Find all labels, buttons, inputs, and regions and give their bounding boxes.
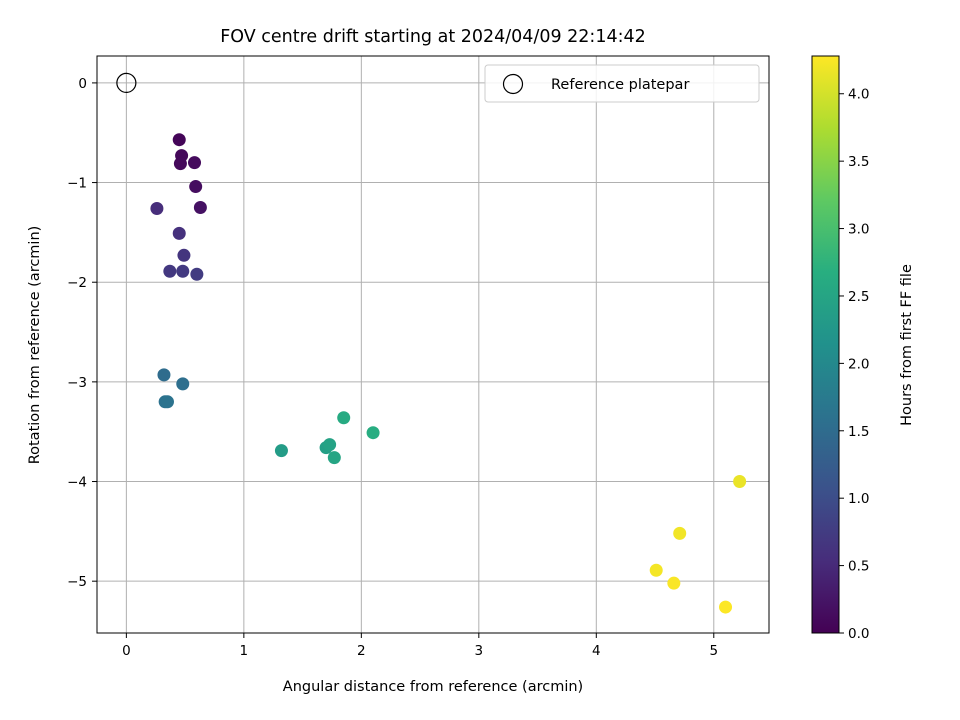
data-point [366, 426, 380, 440]
colorbar-ticks: 0.0 0.5 1.0 1.5 2.0 2.5 3.0 3.5 4.0 [839, 87, 869, 642]
colorbar [811, 55, 840, 634]
colorbar-tick-label: 2.0 [848, 356, 869, 372]
data-point [188, 156, 202, 170]
data-point [176, 377, 190, 391]
data-point [160, 395, 174, 409]
y-tick-label: −1 [67, 176, 87, 192]
y-tick-label: 0 [78, 76, 87, 92]
legend-box [484, 64, 760, 103]
x-tick-label: 1 [240, 643, 249, 659]
data-point [163, 264, 177, 278]
y-tick-label: −3 [67, 375, 87, 391]
reference-marker [116, 72, 137, 94]
data-point [172, 226, 186, 240]
colorbar-label: Hours from first FF file [899, 264, 915, 426]
data-point [172, 133, 186, 147]
legend-label: Reference platepar [551, 77, 689, 93]
y-axis-ticks: 0 −1 −2 −3 −4 −5 [67, 76, 97, 590]
data-point [157, 368, 171, 382]
y-tick-label: −4 [67, 475, 87, 491]
colorbar-tick-label: 4.0 [848, 87, 869, 103]
plot-frame [96, 55, 770, 634]
grid-lines [97, 56, 769, 633]
x-axis-label: Angular distance from reference (arcmin) [283, 679, 583, 695]
data-point [323, 438, 337, 452]
colorbar-tick-label: 1.0 [848, 491, 869, 507]
legend: Reference platepar [484, 64, 760, 103]
data-point [673, 526, 687, 540]
data-point [150, 201, 164, 215]
data-point [173, 157, 187, 171]
colorbar-tick-label: 0.0 [848, 626, 869, 642]
legend-marker-icon [502, 73, 524, 95]
data-point [193, 200, 207, 214]
x-tick-label: 5 [709, 643, 718, 659]
data-points [150, 133, 747, 614]
colorbar-tick-label: 3.5 [848, 154, 869, 170]
data-point [667, 576, 681, 590]
data-point [719, 600, 733, 614]
data-point [649, 563, 663, 577]
data-point [274, 444, 288, 458]
data-point [189, 180, 203, 194]
data-point [337, 411, 351, 425]
reference-point-marker [116, 72, 137, 94]
data-point [176, 264, 190, 278]
x-axis-ticks: 0 1 2 3 4 5 [122, 633, 718, 659]
y-tick-label: −5 [67, 574, 87, 590]
data-point [733, 475, 747, 489]
x-tick-label: 2 [357, 643, 366, 659]
x-tick-label: 4 [592, 643, 601, 659]
y-tick-label: −2 [67, 275, 87, 291]
data-point [177, 248, 191, 262]
colorbar-tick-label: 1.5 [848, 424, 869, 440]
colorbar-tick-label: 0.5 [848, 559, 869, 575]
y-axis-label: Rotation from reference (arcmin) [27, 226, 43, 465]
data-point [190, 267, 204, 281]
x-tick-label: 3 [475, 643, 484, 659]
x-tick-label: 0 [122, 643, 131, 659]
data-point [327, 451, 341, 465]
colorbar-tick-label: 3.0 [848, 222, 869, 238]
colorbar-tick-label: 2.5 [848, 289, 869, 305]
chart-title: FOV centre drift starting at 2024/04/09 … [220, 27, 646, 47]
